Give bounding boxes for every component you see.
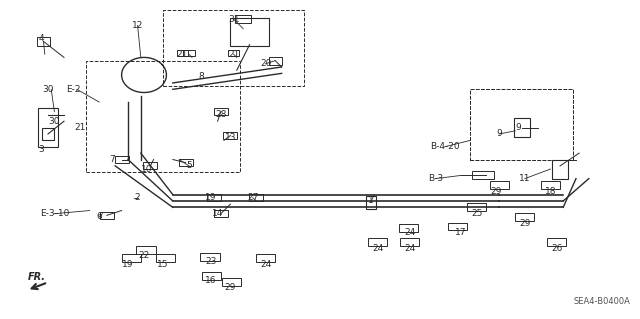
Text: 29: 29 [519,219,531,228]
Bar [399,224,418,232]
Bar [236,15,251,23]
Bar [223,132,237,139]
Text: 29: 29 [225,283,236,292]
Bar [200,253,220,261]
Text: E-2: E-2 [67,85,81,94]
Bar [222,278,241,286]
Bar [115,156,129,163]
Text: 30: 30 [49,117,60,126]
Bar [470,89,573,160]
Text: 1: 1 [369,197,374,205]
Text: 30: 30 [42,85,54,94]
Bar [179,159,193,166]
Text: 29: 29 [490,187,502,196]
Text: E-3-10: E-3-10 [40,209,69,218]
Text: 21: 21 [177,50,188,59]
Bar [366,196,376,209]
Text: 31: 31 [228,15,239,24]
Bar [136,247,156,255]
Text: SEA4-B0400A: SEA4-B0400A [573,297,630,306]
Text: B-4-20: B-4-20 [430,142,460,151]
Text: 2: 2 [135,193,140,202]
Bar [122,255,141,262]
Bar [38,108,58,147]
Bar [42,128,54,140]
Bar [228,50,239,56]
Text: FR.: FR. [28,272,46,282]
Bar [490,181,509,189]
Bar [214,210,228,217]
Bar [269,56,282,64]
Bar [156,255,175,262]
Text: 24: 24 [260,260,271,269]
Text: 7: 7 [109,155,115,164]
Text: 9: 9 [497,130,502,138]
Bar [552,160,568,179]
Text: 12: 12 [132,21,143,30]
Text: 20: 20 [260,59,271,68]
Text: 18: 18 [545,187,556,196]
Text: 21: 21 [74,123,86,132]
Bar [368,239,387,247]
Bar [514,118,530,137]
Text: 19: 19 [205,193,217,202]
Text: 14: 14 [212,209,223,218]
Text: 22: 22 [138,251,150,260]
Text: 28: 28 [215,110,227,119]
Text: 24: 24 [404,228,415,237]
Bar [448,223,467,230]
Text: 24: 24 [372,244,383,253]
Text: 11: 11 [519,174,531,183]
Bar [177,50,188,56]
Text: 8: 8 [199,72,204,81]
Bar [230,18,269,46]
Bar [214,108,228,115]
Bar [470,89,573,160]
Text: 24: 24 [404,244,415,253]
Bar [472,172,495,179]
Bar [143,162,157,169]
Bar [37,37,50,46]
Text: 3: 3 [39,145,44,154]
Text: 21: 21 [228,50,239,59]
Text: 17: 17 [455,228,467,237]
Bar [100,212,114,219]
Bar [207,194,221,201]
Bar [163,10,304,86]
Bar [202,272,221,280]
Text: 26: 26 [551,244,563,253]
Bar [467,204,486,211]
Bar [183,50,195,56]
Bar [86,61,240,172]
Text: 9: 9 [516,123,521,132]
Text: B-3: B-3 [428,174,443,183]
Text: 19: 19 [122,260,134,269]
Text: 5: 5 [186,161,191,170]
Text: 27: 27 [247,193,259,202]
Text: 4: 4 [39,34,44,43]
Bar [256,255,275,262]
Text: 25: 25 [471,209,483,218]
Bar [249,194,263,201]
Text: 6: 6 [97,212,102,221]
Text: 23: 23 [205,257,217,266]
Bar [541,181,560,189]
Bar [515,213,534,221]
Text: 10: 10 [141,165,153,174]
Text: 16: 16 [205,276,217,285]
Text: 13: 13 [225,133,236,142]
Bar [547,239,566,247]
Text: 15: 15 [157,260,169,269]
Bar [400,239,419,247]
